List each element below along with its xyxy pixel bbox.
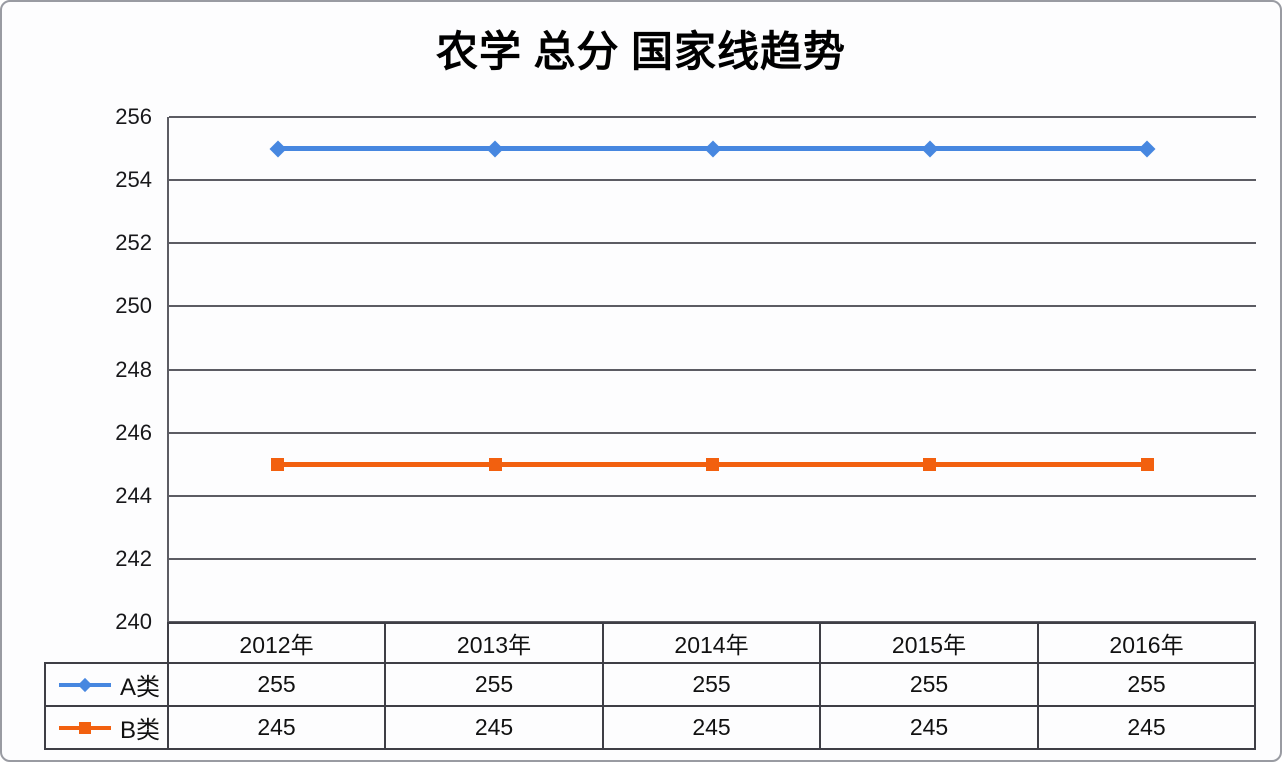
legend-label: A类 [120, 674, 161, 701]
y-axis-tick-label: 244 [115, 482, 152, 508]
year-header-cell: 2015年 [819, 622, 1039, 664]
series-line-segment [277, 146, 496, 152]
legend-key [59, 677, 111, 693]
data-point-marker [269, 140, 287, 158]
series-line-segment [495, 461, 713, 467]
data-point-marker [706, 457, 719, 471]
legend-square-icon [79, 721, 91, 734]
legend-diamond-icon [77, 677, 93, 692]
y-axis-tick-label: 252 [115, 230, 152, 256]
gridline [169, 494, 1256, 497]
gridline [169, 116, 1256, 118]
value-cell: 255 [384, 662, 604, 707]
gridline [169, 431, 1256, 434]
table-corner-blank [45, 623, 168, 663]
legend-cell: B类 [44, 705, 169, 750]
y-axis-tick-label: 248 [115, 356, 152, 382]
value-cell: 245 [384, 705, 604, 750]
value-cell: 245 [602, 705, 821, 750]
data-table: 2012年 2013年 2014年 2015年 2016年 A类 255 255 255 255 2… [44, 622, 1256, 750]
legend-key [59, 720, 111, 736]
series-line-segment [712, 461, 930, 467]
series-line-segment [712, 146, 930, 152]
gridline [169, 621, 1256, 623]
value-cell: 255 [819, 662, 1039, 707]
table-header-row: 2012年 2013年 2014年 2015年 2016年 [45, 622, 1256, 664]
plot-area [167, 116, 1256, 623]
series-line-segment [277, 461, 496, 467]
y-axis-tick-label: 250 [115, 293, 152, 319]
data-point-marker [923, 457, 937, 471]
data-point-marker [486, 140, 504, 158]
gridline [169, 179, 1256, 182]
data-point-marker [271, 457, 285, 471]
value-cell: 245 [167, 705, 386, 750]
data-point-marker [488, 457, 502, 471]
table-row: A类 255 255 255 255 255 [44, 662, 1256, 707]
gridline [169, 242, 1256, 245]
data-point-marker [1138, 140, 1156, 158]
value-cell: 255 [602, 662, 821, 707]
y-axis-tick-label: 256 [115, 104, 152, 129]
chart-title: 农学 总分 国家线趋势 [435, 30, 846, 76]
value-cell: 245 [819, 705, 1039, 750]
value-cell: 245 [1037, 705, 1256, 750]
gridline [169, 305, 1256, 308]
series-line-segment [495, 146, 713, 152]
year-header-cell: 2012年 [167, 622, 386, 664]
series-line-segment [929, 461, 1148, 467]
value-cell: 255 [1037, 662, 1256, 707]
y-axis-tick-label: 242 [115, 545, 152, 571]
data-point-marker [704, 140, 721, 158]
gridline [169, 557, 1256, 560]
value-cell: 255 [167, 662, 386, 707]
table-row: B类 245 245 245 245 245 [44, 705, 1256, 750]
gridline [169, 368, 1256, 371]
data-point-marker [921, 140, 939, 158]
series-line-segment [929, 146, 1148, 152]
data-point-marker [1140, 457, 1154, 471]
y-axis-tick-label: 254 [115, 167, 152, 193]
legend-cell: A类 [44, 662, 169, 707]
year-header-cell: 2014年 [602, 622, 821, 664]
y-axis-tick-label: 240 [115, 609, 152, 634]
y-axis-tick-label: 246 [115, 419, 152, 445]
y-axis: 256 254 252 250 248 246 244 242 240 [2, 104, 152, 634]
year-header-cell: 2013年 [384, 622, 604, 664]
legend-label: B类 [120, 717, 161, 744]
year-header-cell: 2016年 [1037, 622, 1256, 664]
